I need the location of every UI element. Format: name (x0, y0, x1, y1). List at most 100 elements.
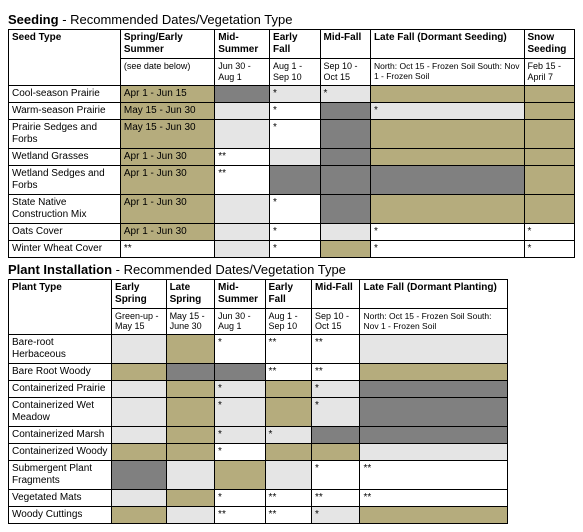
row-label: Containerized Marsh (9, 427, 112, 444)
cell (265, 444, 311, 461)
planting-col-3: Early Fall (265, 279, 311, 308)
cell (270, 148, 320, 165)
cell: * (215, 381, 266, 398)
table-row: State Native Construction MixApr 1 - Jun… (9, 194, 575, 223)
table-row: Containerized Wet Meadow * * (9, 398, 508, 427)
row-label: Bare-root Herbaceous (9, 335, 112, 364)
cell (166, 335, 214, 364)
cell (265, 461, 311, 490)
cell (265, 398, 311, 427)
cell (360, 507, 508, 524)
cell: ** (312, 490, 360, 507)
cell: Apr 1 - Jun 30 (120, 223, 214, 240)
cell (215, 223, 270, 240)
cell (370, 119, 524, 148)
row-label: Winter Wheat Cover (9, 240, 121, 257)
cell (320, 148, 370, 165)
cell: ** (215, 507, 266, 524)
seeding-title: Seeding - Recommended Dates/Vegetation T… (8, 12, 575, 27)
cell (524, 194, 574, 223)
table-row: Containerized Woody* (9, 444, 508, 461)
planting-sub-4: Sep 10 - Oct 15 (312, 308, 360, 335)
cell (360, 335, 508, 364)
cell: * (312, 398, 360, 427)
table-row: Oats CoverApr 1 - Jun 30*** (9, 223, 575, 240)
cell (524, 102, 574, 119)
planting-sub-5: North: Oct 15 - Frozen Soil South: Nov 1… (360, 308, 508, 335)
planting-sub-2: Jun 30 - Aug 1 (215, 308, 266, 335)
cell (166, 381, 214, 398)
planting-rowhdr: Plant Type (9, 279, 112, 335)
cell (215, 240, 270, 257)
row-label: Prairie Sedges and Forbs (9, 119, 121, 148)
seeding-header-row: Seed Type Spring/Early Summer Mid-Summer… (9, 30, 575, 59)
cell (524, 85, 574, 102)
cell: * (270, 240, 320, 257)
cell: * (312, 381, 360, 398)
table-row: Prairie Sedges and ForbsMay 15 - Jun 30* (9, 119, 575, 148)
table-row: Warm-season PrairieMay 15 - Jun 30** (9, 102, 575, 119)
planting-col-1: Late Spring (166, 279, 214, 308)
row-label: Wetland Grasses (9, 148, 121, 165)
cell: * (215, 444, 266, 461)
seeding-rowhdr: Seed Type (9, 30, 121, 86)
row-label: Cool-season Prairie (9, 85, 121, 102)
seeding-col-2: Early Fall (270, 30, 320, 59)
cell (320, 165, 370, 194)
cell: * (312, 461, 360, 490)
cell: * (370, 223, 524, 240)
planting-table: Plant Type Early Spring Late Spring Mid-… (8, 279, 508, 525)
cell (112, 381, 167, 398)
planting-title: Plant Installation - Recommended Dates/V… (8, 262, 575, 277)
row-label: Vegetated Mats (9, 490, 112, 507)
cell (312, 444, 360, 461)
cell (360, 398, 508, 427)
cell: Apr 1 - Jun 30 (120, 165, 214, 194)
cell: * (370, 102, 524, 119)
table-row: Bare Root Woody**** (9, 364, 508, 381)
cell: Apr 1 - Jun 30 (120, 148, 214, 165)
seeding-title-main: Seeding (8, 12, 59, 27)
cell (215, 85, 270, 102)
row-label: Woody Cuttings (9, 507, 112, 524)
seeding-table: Seed Type Spring/Early Summer Mid-Summer… (8, 29, 575, 258)
planting-col-4: Mid-Fall (312, 279, 360, 308)
cell: * (215, 490, 266, 507)
cell (166, 398, 214, 427)
seeding-col-3: Mid-Fall (320, 30, 370, 59)
cell (215, 461, 266, 490)
cell (215, 364, 266, 381)
cell: * (265, 427, 311, 444)
seeding-title-sub: - Recommended Dates/Vegetation Type (59, 12, 293, 27)
table-row: Submergent Plant Fragments*** (9, 461, 508, 490)
cell (320, 194, 370, 223)
cell: ** (265, 507, 311, 524)
cell: ** (360, 490, 508, 507)
cell (112, 444, 167, 461)
cell (360, 381, 508, 398)
cell: * (524, 240, 574, 257)
planting-sub-3: Aug 1 - Sep 10 (265, 308, 311, 335)
row-label: Containerized Wet Meadow (9, 398, 112, 427)
table-row: Containerized Marsh** (9, 427, 508, 444)
row-label: State Native Construction Mix (9, 194, 121, 223)
cell (270, 165, 320, 194)
cell: * (215, 335, 266, 364)
row-label: Submergent Plant Fragments (9, 461, 112, 490)
cell (370, 194, 524, 223)
cell (320, 119, 370, 148)
planting-header-row: Plant Type Early Spring Late Spring Mid-… (9, 279, 508, 308)
table-row: Wetland Sedges and ForbsApr 1 - Jun 30** (9, 165, 575, 194)
cell: * (215, 398, 266, 427)
seeding-col-1: Mid-Summer (215, 30, 270, 59)
planting-col-0: Early Spring (112, 279, 167, 308)
cell: * (270, 194, 320, 223)
cell: * (312, 507, 360, 524)
table-row: Bare-root Herbaceous***** (9, 335, 508, 364)
cell: * (370, 240, 524, 257)
cell: Apr 1 - Jun 30 (120, 194, 214, 223)
cell (320, 240, 370, 257)
cell: Apr 1 - Jun 15 (120, 85, 214, 102)
row-label: Warm-season Prairie (9, 102, 121, 119)
cell (370, 85, 524, 102)
